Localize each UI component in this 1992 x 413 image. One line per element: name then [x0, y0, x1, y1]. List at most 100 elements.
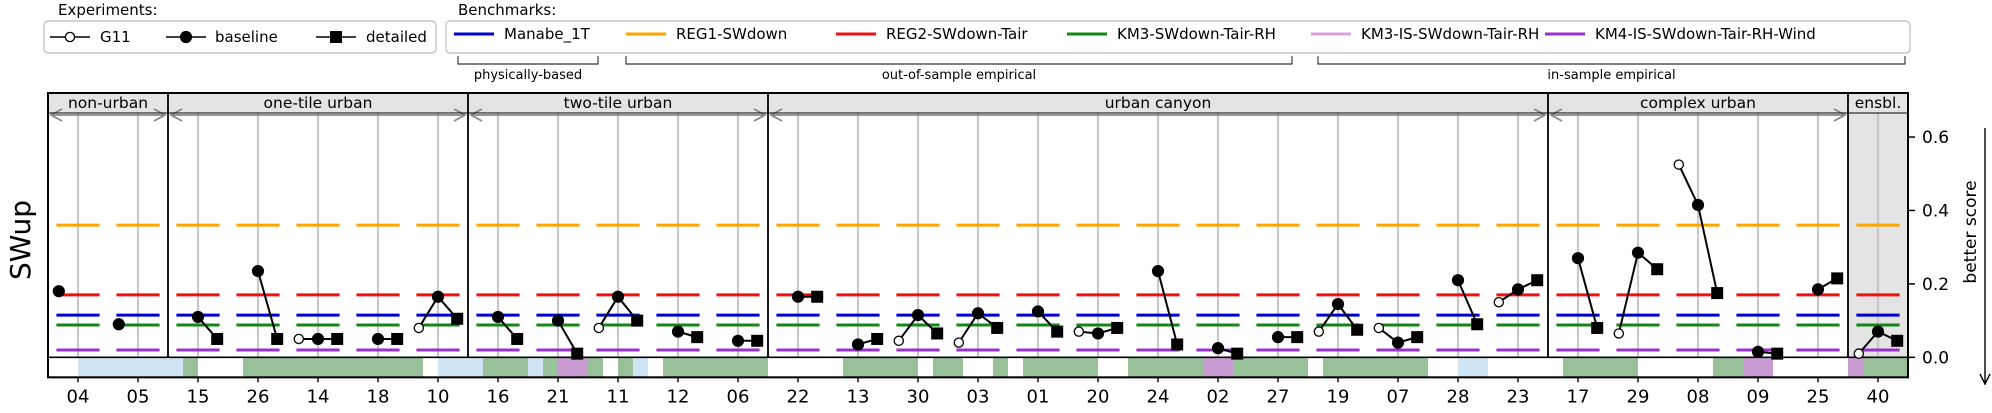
detailed-point: [271, 332, 284, 345]
site-19: [1313, 297, 1364, 337]
x-tick-label: 17: [1567, 386, 1590, 407]
strip-cell: [333, 357, 349, 378]
site-05: [112, 318, 125, 331]
experiments-legend: Experiments: G11 baseline detailed: [43, 1, 437, 54]
baseline-point: [1091, 327, 1105, 340]
detailed-point: [391, 332, 404, 345]
strip-cell: [1743, 357, 1759, 378]
detailed-point: [451, 312, 464, 325]
g11-point: [1073, 326, 1085, 337]
group-label: two-tile urban: [564, 94, 673, 112]
strip-cell: [858, 357, 874, 378]
strip-cell: [108, 357, 124, 378]
baseline-point: [1511, 283, 1525, 296]
strip-cell: [1668, 357, 1684, 378]
strip-cell: [783, 357, 799, 378]
strip-cell: [303, 357, 319, 378]
site-03: [953, 307, 1004, 348]
detailed-point: [1651, 263, 1664, 276]
x-tick-label: 21: [547, 386, 570, 407]
site-line: [257, 270, 279, 340]
strip-cell: [1353, 357, 1369, 378]
strip-cell: [828, 357, 844, 378]
strip-cell: [1653, 357, 1669, 378]
x-tick-label: 24: [1147, 386, 1170, 407]
group-arrow-head: [469, 108, 483, 122]
strip-cell: [213, 357, 229, 378]
detailed-point: [691, 331, 704, 344]
g11-point: [1373, 322, 1385, 334]
strip-cell: [933, 357, 949, 378]
group-arrow-head: [1533, 108, 1547, 122]
strip-cell: [558, 357, 574, 378]
strip-cell: [243, 357, 259, 378]
baseline-point: [1331, 297, 1345, 311]
experiment-legend-entry: detailed: [316, 28, 427, 46]
g11-point: [1853, 348, 1865, 359]
strip-cell: [1608, 357, 1624, 378]
detailed-point: [631, 314, 644, 327]
strip-cell: [813, 357, 829, 378]
benchmark-legend-entry: Manabe_1T: [454, 25, 591, 44]
strip-cell: [48, 357, 64, 378]
group-arrow-head: [1549, 108, 1563, 122]
strip-cell: [1398, 357, 1414, 378]
strip-cell: [1368, 357, 1384, 378]
strip-cell: [1683, 357, 1699, 378]
g11-point: [1313, 326, 1325, 337]
bracket: [625, 56, 1293, 65]
baseline-point: [431, 290, 445, 303]
detailed-point: [1531, 274, 1544, 287]
baseline-point: [1391, 336, 1405, 349]
benchmark-brackets: physically-based out-of-sample empirical i…: [457, 56, 1906, 83]
baseline-point: [1571, 252, 1585, 265]
site-21: [551, 314, 584, 360]
detailed-point: [931, 327, 944, 340]
strip-cell: [1548, 357, 1564, 378]
strip-cell: [1713, 357, 1729, 378]
strip-cell: [1698, 357, 1714, 378]
strip-cell: [228, 357, 244, 378]
site-18: [371, 332, 404, 346]
strip-cell: [1638, 357, 1654, 378]
detailed-point: [1711, 287, 1724, 300]
strip-cell: [468, 357, 484, 378]
strip-cell: [1458, 357, 1474, 378]
strip-cell: [588, 357, 604, 378]
detailed-point: [1771, 347, 1784, 360]
strip-cell: [1143, 357, 1159, 378]
strip-cell: [1563, 357, 1579, 378]
strip-cell: [258, 357, 274, 378]
strip-cell: [708, 357, 724, 378]
detailed-point: [1351, 323, 1364, 336]
strip-cell: [1863, 357, 1879, 378]
strip-cell: [438, 357, 454, 378]
x-tick-label: 12: [667, 386, 690, 407]
strip-cell: [1473, 357, 1489, 378]
strip-cell: [618, 357, 634, 378]
x-tick-label: 22: [787, 386, 810, 407]
g11-point: [413, 322, 425, 334]
strip-cell: [1893, 357, 1909, 378]
strip-cell: [1008, 357, 1024, 378]
site-28: [1451, 274, 1484, 331]
legend-label: G11: [100, 28, 131, 46]
strip-cell: [948, 357, 964, 378]
x-tick-label: 26: [247, 386, 270, 407]
baseline-point: [671, 325, 685, 338]
strip-cell: [198, 357, 214, 378]
strip-cell: [1623, 357, 1639, 378]
detailed-point: [871, 332, 884, 345]
strip-cell: [1338, 357, 1354, 378]
benchmarks-legend: Benchmarks: Manabe_1T REG1-SWdown REG2-SWd…: [445, 1, 1911, 83]
strip-cell: [1728, 357, 1744, 378]
strip-cell: [183, 357, 199, 378]
group-arrow-head: [769, 108, 783, 122]
group-label: non-urban: [68, 94, 148, 112]
strip-cell: [528, 357, 544, 378]
strip-cell: [798, 357, 814, 378]
x-tick-label: 18: [367, 386, 390, 407]
site-11: [593, 290, 644, 334]
x-tick-label: 11: [607, 386, 630, 407]
g11-point: [953, 337, 965, 348]
